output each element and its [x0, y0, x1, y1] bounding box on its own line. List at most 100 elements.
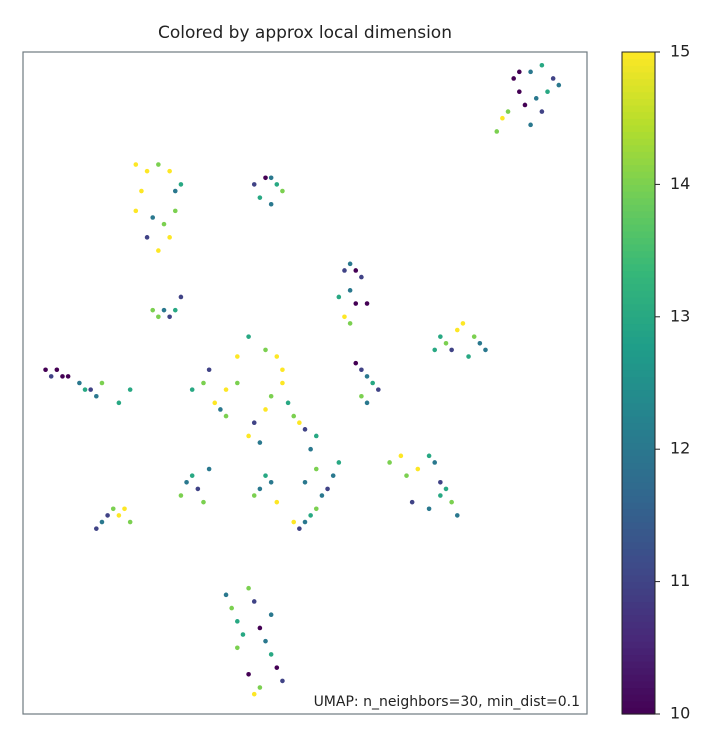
point: [201, 380, 206, 386]
colorbar-gradient: [622, 151, 655, 159]
colorbar-gradient: [622, 131, 655, 139]
point: [161, 307, 167, 313]
colorbar-gradient: [622, 363, 655, 371]
point: [353, 268, 359, 273]
annotation: UMAP: n_neighbors=30, min_dist=0.1: [314, 694, 580, 710]
colorbar-gradient: [622, 197, 655, 205]
point: [291, 413, 297, 419]
colorbar-gradient: [622, 528, 655, 536]
colorbar-gradient: [622, 65, 655, 73]
point: [94, 393, 99, 399]
point: [398, 453, 404, 459]
point: [178, 493, 184, 498]
colorbar-gradient: [622, 191, 655, 199]
points: [43, 62, 562, 697]
point: [167, 168, 172, 174]
point: [105, 513, 110, 518]
colorbar-gradient: [622, 475, 655, 483]
point: [246, 334, 251, 339]
point: [229, 605, 234, 611]
colorbar-gradient: [622, 310, 655, 318]
colorbar-gradient: [622, 409, 655, 417]
colorbar-gradient: [622, 78, 655, 86]
point: [376, 387, 381, 392]
point: [556, 82, 562, 88]
colorbar-gradient: [622, 601, 655, 609]
point: [246, 585, 251, 591]
point: [308, 446, 313, 452]
colorbar-gradient: [622, 687, 655, 695]
colorbar-frame: [621, 51, 656, 715]
point: [251, 182, 257, 187]
colorbar-gradient: [622, 171, 655, 179]
point: [353, 301, 359, 306]
colorbar-gradient: [622, 243, 655, 252]
point: [235, 645, 240, 651]
point: [246, 433, 251, 439]
colorbar-gradient: [622, 250, 655, 258]
point: [302, 519, 308, 525]
colorbar-gradient: [622, 210, 655, 219]
point: [257, 195, 263, 200]
point: [206, 367, 212, 373]
point: [172, 307, 178, 313]
point: [274, 354, 280, 359]
point: [189, 387, 195, 392]
colorbar-gradient: [622, 442, 655, 450]
point: [133, 208, 139, 214]
point: [302, 480, 308, 485]
point: [291, 519, 297, 525]
point: [172, 188, 178, 194]
point: [438, 493, 443, 498]
colorbar-gradient: [622, 495, 655, 503]
point: [483, 347, 488, 353]
point: [517, 89, 522, 95]
colorbar-gradient: [622, 396, 655, 404]
point: [201, 499, 206, 505]
colorbar-gradient: [622, 462, 655, 470]
point: [477, 340, 483, 346]
point: [308, 513, 313, 518]
point: [195, 486, 201, 492]
colorbar-gradient: [622, 561, 655, 569]
colorbar-gradient: [622, 588, 655, 596]
point: [494, 129, 500, 134]
colorbar-gradient: [622, 164, 655, 172]
point: [263, 407, 268, 412]
point: [263, 638, 268, 644]
point: [88, 387, 93, 392]
colorbar-gradient: [622, 667, 655, 675]
point: [235, 619, 240, 624]
colorbar-gradient: [622, 694, 655, 702]
point: [426, 453, 432, 459]
point: [443, 340, 449, 346]
point: [223, 592, 229, 598]
point: [280, 188, 285, 194]
point: [133, 162, 139, 167]
colorbar-gradient: [622, 654, 655, 662]
point: [297, 420, 302, 426]
colorbar-gradient: [622, 144, 655, 152]
point: [189, 473, 195, 478]
point: [94, 526, 99, 531]
point: [43, 367, 48, 373]
point: [511, 76, 516, 81]
point: [257, 685, 263, 690]
point: [438, 334, 443, 339]
colorbar-gradient: [622, 469, 655, 477]
point: [54, 367, 60, 373]
point: [178, 294, 184, 300]
point: [212, 400, 218, 406]
point: [280, 380, 285, 386]
colorbar-gradient: [622, 52, 655, 60]
point: [257, 486, 263, 492]
colorbar-gradient: [622, 98, 655, 106]
point: [330, 473, 336, 478]
colorbar-gradient: [622, 627, 655, 636]
point: [460, 321, 466, 326]
colorbar-tick-label: 11: [670, 571, 690, 590]
colorbar-gradient: [622, 316, 655, 325]
colorbar-gradient: [622, 680, 655, 689]
plot-frame: [22, 51, 588, 715]
